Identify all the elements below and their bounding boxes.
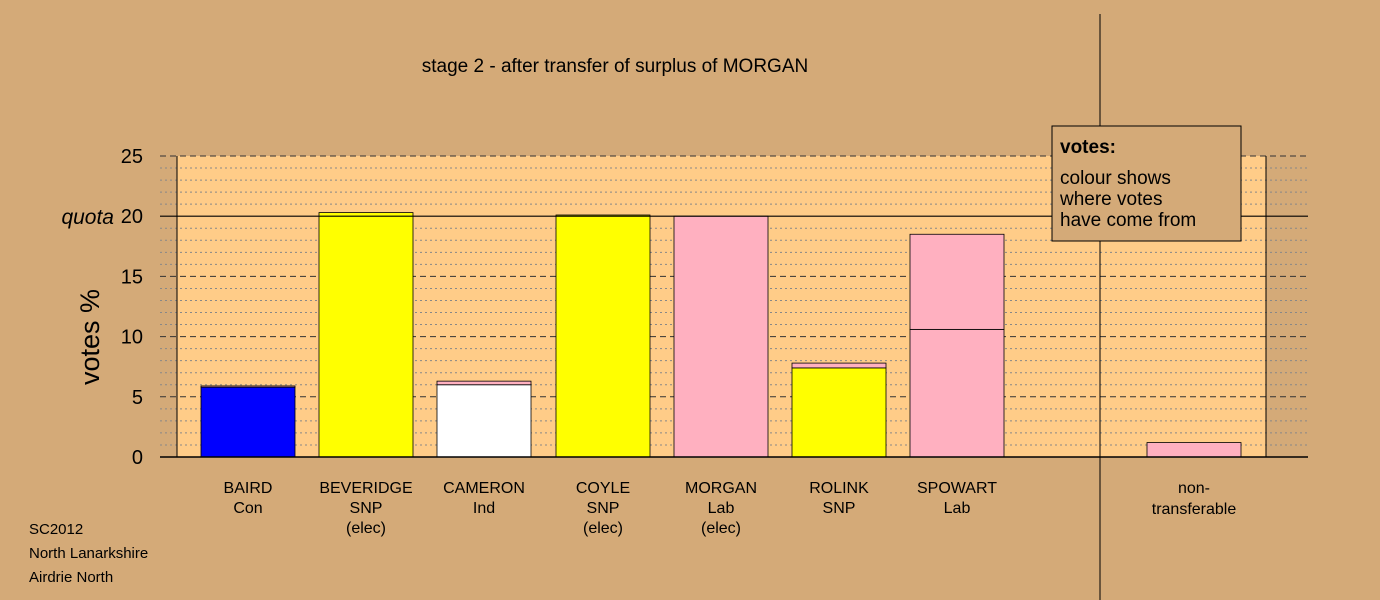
chart-title: stage 2 - after transfer of surplus of M… bbox=[422, 56, 808, 77]
y-tick-label: 25 bbox=[121, 146, 143, 168]
x-tick-label: CAMERON bbox=[443, 480, 525, 497]
x-tick-label: Lab bbox=[708, 500, 735, 517]
x-tick-label: COYLE bbox=[576, 480, 630, 497]
x-tick-label: SNP bbox=[823, 500, 856, 517]
x-tick-label: Lab bbox=[944, 500, 971, 517]
x-tick-label: (elec) bbox=[583, 520, 623, 537]
x-tick-label: ROLINK bbox=[809, 480, 869, 497]
x-labels: BAIRD Con BEVERIDGE SNP (elec) CAMERON Ind COYL… bbox=[224, 480, 1237, 537]
legend: votes: colour shows where votes have com… bbox=[1051, 125, 1242, 242]
credit-ward: Airdrie North bbox=[29, 569, 114, 586]
y-tick-label: 5 bbox=[132, 387, 143, 409]
bar-segment bbox=[200, 385, 296, 388]
bar-nontransferable bbox=[1146, 442, 1242, 458]
bar-segment bbox=[200, 386, 296, 458]
legend-line: where votes bbox=[1059, 189, 1162, 210]
axes bbox=[160, 14, 1308, 600]
legend-title: votes: bbox=[1060, 137, 1116, 158]
bar-segment bbox=[318, 212, 414, 458]
y-tick-label: 15 bbox=[121, 266, 143, 288]
y-axis-label: votes % bbox=[75, 289, 105, 385]
legend-line: colour shows bbox=[1060, 168, 1171, 189]
x-tick-label: MORGAN bbox=[685, 480, 757, 497]
bar-segment bbox=[791, 362, 887, 369]
y-ticks: 0 5 10 15 20 25 bbox=[121, 146, 143, 469]
bar-segment bbox=[436, 380, 532, 386]
bar-segment bbox=[791, 367, 887, 458]
x-tick-label: SNP bbox=[587, 500, 620, 517]
bar-segment bbox=[909, 328, 1005, 458]
x-tick-label: (elec) bbox=[701, 520, 741, 537]
y-tick-label: 20 bbox=[121, 206, 143, 228]
x-tick-label: Con bbox=[233, 500, 262, 517]
x-tick-label: Ind bbox=[473, 500, 495, 517]
legend-line: have come from bbox=[1060, 210, 1196, 231]
bar-segment bbox=[436, 384, 532, 458]
bar-segment bbox=[673, 215, 769, 458]
credit-code: SC2012 bbox=[29, 521, 84, 538]
bar-segment bbox=[909, 233, 1005, 330]
x-tick-label: SPOWART bbox=[917, 480, 997, 497]
y-tick-label: 0 bbox=[132, 447, 143, 469]
x-tick-label-nontransferable: non- bbox=[1178, 480, 1210, 497]
x-tick-label: (elec) bbox=[346, 520, 386, 537]
x-tick-label: BEVERIDGE bbox=[319, 480, 412, 497]
x-tick-label-nontransferable: transferable bbox=[1152, 501, 1237, 518]
x-tick-label: BAIRD bbox=[224, 480, 273, 497]
x-tick-label: SNP bbox=[350, 500, 383, 517]
y-tick-label: 10 bbox=[121, 327, 143, 349]
quota-label: quota bbox=[61, 206, 114, 229]
bars bbox=[200, 212, 1242, 458]
bar-segment bbox=[555, 214, 651, 458]
credit-council: North Lanarkshire bbox=[29, 545, 149, 562]
